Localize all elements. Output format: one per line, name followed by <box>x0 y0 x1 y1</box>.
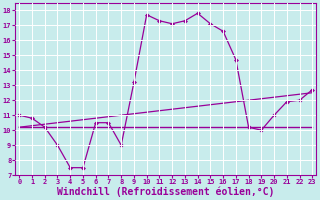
X-axis label: Windchill (Refroidissement éolien,°C): Windchill (Refroidissement éolien,°C) <box>57 187 275 197</box>
